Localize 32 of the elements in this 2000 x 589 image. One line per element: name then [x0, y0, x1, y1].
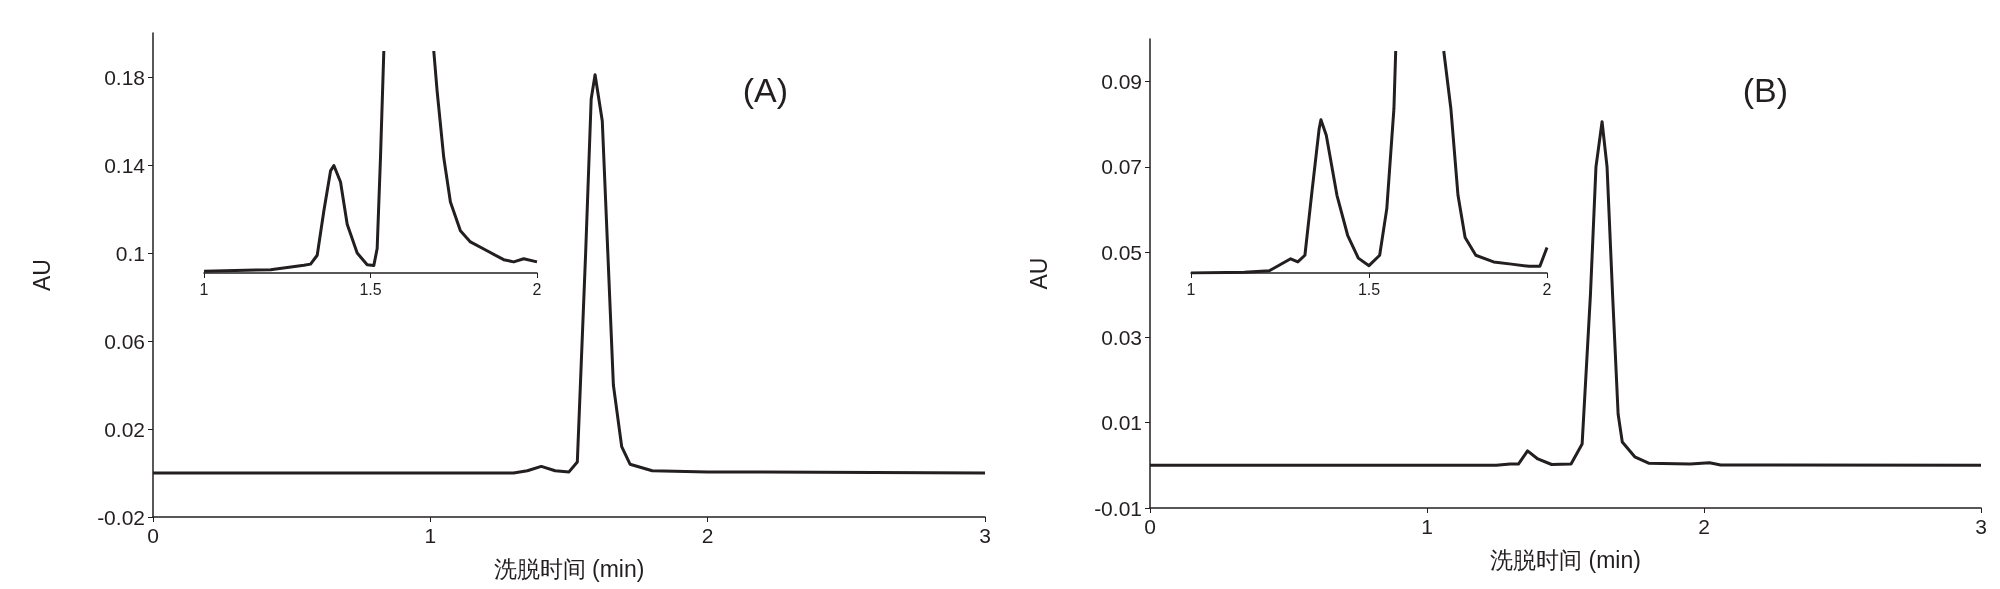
y-axis-title: AU: [28, 259, 55, 291]
x-tick-label: 1: [424, 524, 437, 547]
x-axis-title: 洗脱时间 (min): [493, 555, 645, 582]
y-tick-label: 0.1: [115, 241, 145, 265]
x-tick-label: 0: [147, 524, 159, 547]
y-tick-label: 0.18: [104, 65, 145, 89]
x-tick-label: 3: [1975, 515, 1987, 538]
x-tick-label: 2: [532, 280, 542, 298]
x-tick-label: 1.5: [1357, 280, 1381, 298]
y-tick-label: 0.06: [104, 329, 145, 353]
y-tick-label: -0.01: [1094, 496, 1142, 520]
y-tick-label: 0.01: [1101, 411, 1142, 435]
y-tick-label: 0.05: [1101, 240, 1142, 264]
y-tick-label: 0.03: [1101, 325, 1142, 349]
y-tick-label: 0.02: [104, 417, 145, 441]
x-axis-title: 洗脱时间 (min): [1490, 546, 1641, 573]
x-tick-label: 2: [1698, 515, 1710, 538]
y-axis-title: AU: [1025, 257, 1052, 290]
y-tick-label: 0.07: [1101, 155, 1142, 179]
x-tick-label: 2: [701, 524, 714, 547]
x-tick-label: 3: [979, 524, 991, 547]
x-tick-label: 1: [1421, 515, 1433, 538]
x-tick-label: 1: [199, 280, 209, 298]
annotation: (A): [742, 70, 789, 109]
x-tick-label: 0: [1144, 515, 1156, 538]
y-tick-label: 0.09: [1101, 70, 1142, 94]
annotation: (B): [1742, 70, 1789, 109]
x-tick-label: 1.5: [359, 280, 382, 298]
x-tick-label: 2: [1542, 280, 1552, 298]
y-tick-label: 0.14: [104, 153, 146, 177]
x-tick-label: 1: [1186, 280, 1196, 298]
y-tick-label: -0.02: [97, 505, 145, 529]
